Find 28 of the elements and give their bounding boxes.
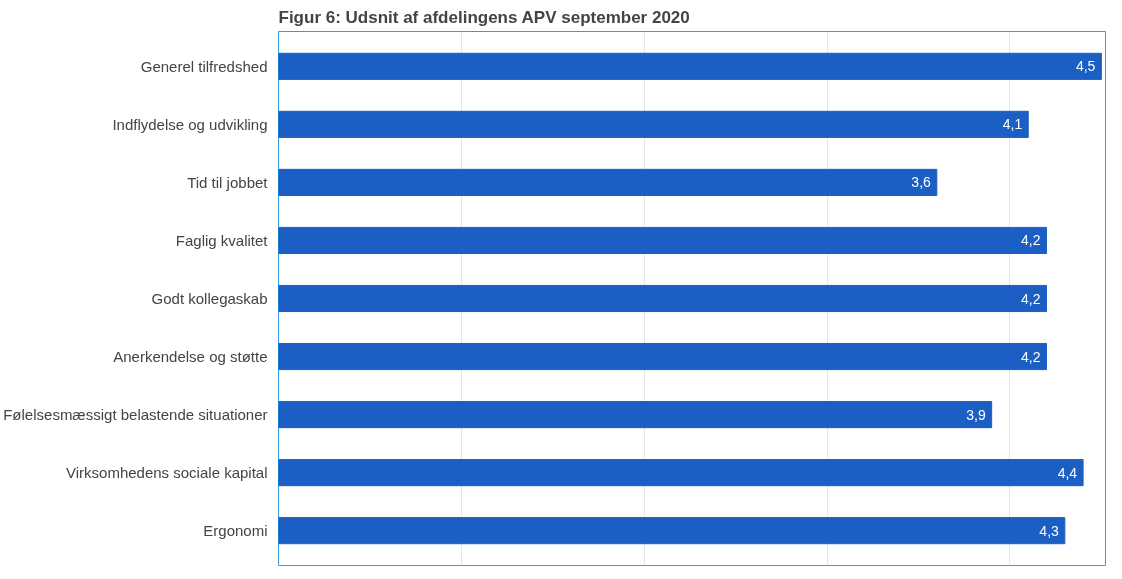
data-label: 4,2	[1021, 348, 1041, 365]
bar	[278, 226, 1048, 255]
y-tick-label: Følelsesmæssigt belastende situationer	[3, 406, 268, 424]
y-tick-label: Godt kollegaskab	[151, 290, 268, 307]
data-label: 3,6	[911, 174, 932, 191]
y-tick-label: Faglig kvalitet	[175, 231, 269, 249]
bar	[278, 168, 938, 196]
y-tick-label: Generel tilfredshed	[140, 57, 268, 75]
y-tick-label: Tid til jobbet	[187, 173, 269, 191]
bar	[278, 517, 1066, 545]
data-label: 4,2	[1021, 290, 1041, 307]
data-label: 4,4	[1057, 464, 1078, 481]
data-label: 4,1	[1002, 116, 1023, 133]
y-tick-label: Indflydelse og udvikling	[112, 115, 268, 133]
bar	[278, 110, 1029, 138]
bar	[278, 342, 1048, 371]
bar	[278, 459, 1084, 487]
data-label: 4,5	[1075, 58, 1096, 75]
data-label: 3,9	[966, 406, 986, 423]
y-tick-label: Anerkendelse og støtte	[113, 348, 268, 366]
bar	[278, 52, 1102, 80]
chart-title: Figur 6: Udsnit af afdelingens APV september 2020	[278, 7, 690, 27]
data-label: 4,3	[1039, 522, 1060, 539]
y-tick-label: Virksomhedens sociale kapital	[66, 464, 268, 482]
bar	[278, 284, 1048, 313]
bar	[278, 401, 993, 429]
y-tick-label: Ergonomi	[203, 522, 268, 540]
data-label: 4,2	[1021, 232, 1041, 249]
